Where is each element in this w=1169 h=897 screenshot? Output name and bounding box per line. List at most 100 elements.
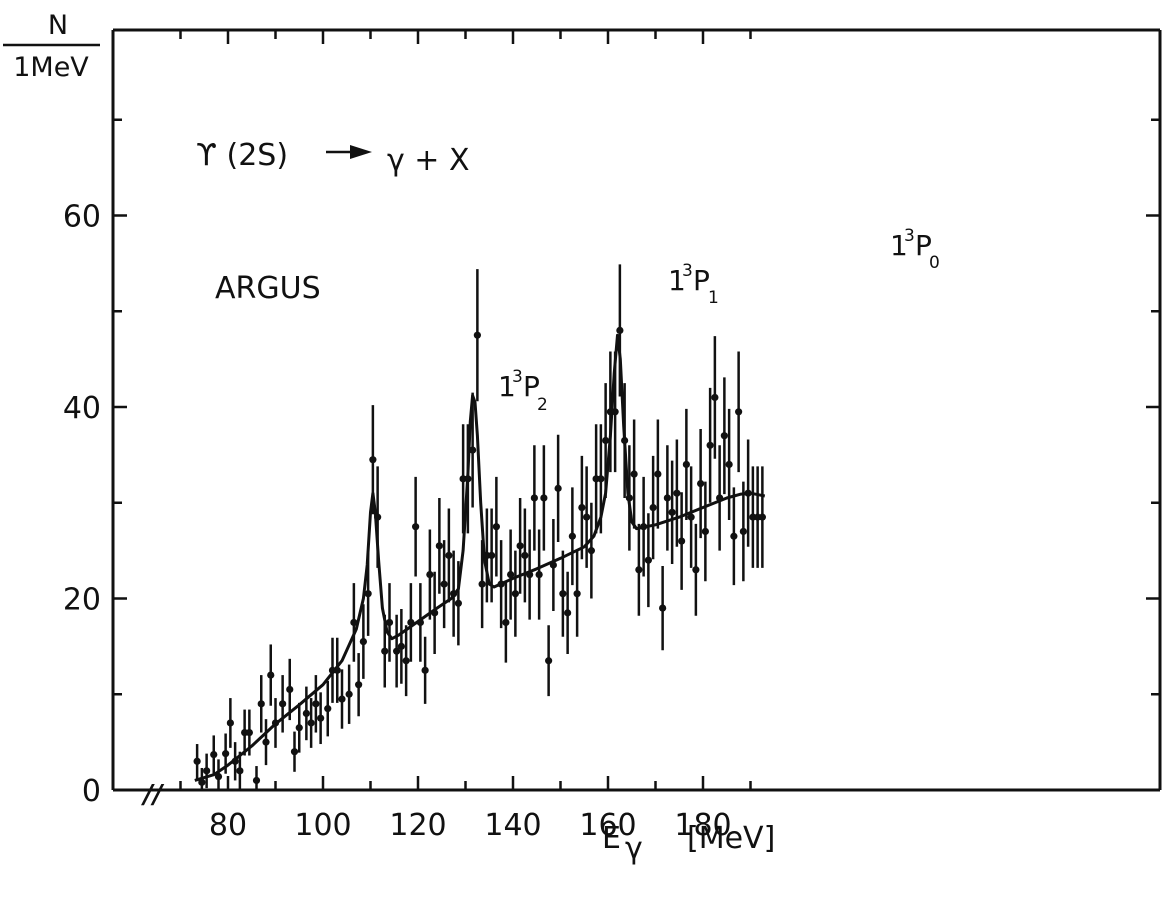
data-point-77 — [583, 513, 591, 521]
data-point-13 — [262, 738, 270, 746]
data-point-11 — [252, 776, 261, 785]
data-point-31 — [359, 637, 367, 646]
y-tick-label-0: 0 — [82, 774, 101, 809]
data-point-24 — [324, 705, 332, 713]
data-point-27 — [338, 695, 346, 703]
x-label-unit: [MeV] — [687, 821, 775, 856]
x-tick-label-100: 100 — [294, 808, 351, 843]
x-tick-label-180: 180 — [674, 808, 731, 843]
data-point-40 — [407, 618, 415, 627]
data-point-91 — [649, 503, 657, 512]
data-point-15 — [271, 719, 280, 727]
data-point-39 — [402, 657, 410, 665]
data-point-83 — [611, 408, 619, 416]
data-point-104 — [711, 393, 719, 402]
x-tick-label-160: 160 — [579, 808, 636, 843]
data-point-68 — [540, 494, 548, 502]
y-label-denominator: 1MeV — [13, 52, 89, 83]
data-point-99 — [687, 513, 695, 521]
data-point-57 — [488, 551, 496, 560]
data-point-22 — [312, 700, 320, 708]
data-point-4 — [214, 772, 223, 781]
peak-label-3p2: 1 3 P 2 — [498, 367, 548, 415]
peak-label-3p1: 1 3 P 1 — [668, 261, 719, 308]
x-tick-label-140: 140 — [484, 808, 541, 843]
data-point-109 — [735, 408, 743, 416]
data-point-47 — [440, 580, 448, 588]
peak-3p2-prefix: 1 — [498, 370, 516, 403]
data-point-2 — [203, 767, 211, 775]
data-point-88 — [635, 566, 643, 574]
data-points — [193, 264, 766, 790]
data-point-36 — [385, 618, 394, 627]
data-point-33 — [369, 456, 377, 464]
data-point-62 — [511, 590, 519, 598]
data-point-66 — [530, 494, 538, 502]
data-point-42 — [416, 618, 424, 627]
data-point-64 — [521, 551, 529, 560]
data-point-46 — [435, 542, 443, 550]
data-point-90 — [644, 556, 652, 564]
data-point-30 — [355, 681, 363, 689]
data-point-75 — [573, 590, 581, 598]
data-point-94 — [663, 494, 671, 502]
data-point-105 — [716, 494, 724, 502]
data-point-67 — [535, 570, 543, 579]
data-point-81 — [602, 436, 610, 445]
data-point-38 — [397, 642, 405, 650]
data-point-37 — [393, 647, 401, 655]
data-point-100 — [692, 566, 700, 574]
data-point-72 — [559, 590, 567, 598]
data-point-93 — [659, 604, 667, 612]
data-point-78 — [587, 547, 595, 555]
data-point-74 — [568, 532, 576, 540]
data-point-3 — [210, 750, 218, 759]
x-tick-label-80: 80 — [209, 808, 247, 843]
data-point-7 — [231, 757, 239, 765]
data-point-43 — [421, 666, 429, 674]
data-point-107 — [725, 460, 733, 469]
data-point-19 — [295, 724, 303, 732]
data-point-54 — [473, 331, 481, 339]
peak-label-3p0: 1 3 P 0 — [890, 226, 940, 273]
data-point-14 — [267, 671, 275, 679]
x-tick-label-120: 120 — [389, 808, 446, 843]
data-point-111 — [744, 489, 752, 497]
peak-3p0-letter: P — [915, 229, 932, 262]
data-point-18 — [290, 748, 299, 756]
data-point-70 — [549, 561, 557, 569]
data-point-29 — [350, 618, 358, 627]
peak-3p0-subscript: 0 — [929, 253, 940, 273]
data-point-0 — [193, 757, 201, 765]
data-point-85 — [621, 436, 629, 445]
data-point-102 — [701, 527, 709, 536]
data-point-52 — [464, 475, 472, 483]
data-point-69 — [545, 657, 553, 665]
data-point-16 — [279, 700, 287, 708]
data-point-48 — [445, 551, 453, 560]
data-point-8 — [236, 767, 244, 775]
data-point-106 — [720, 432, 728, 440]
peak-3p1-subscript: 1 — [708, 288, 719, 308]
fit-curve-group — [194, 333, 766, 782]
plot-frame — [111, 28, 1162, 792]
data-point-28 — [345, 690, 353, 698]
data-point-1 — [198, 778, 206, 786]
y-label-numerator: N — [48, 10, 68, 41]
data-point-65 — [526, 570, 534, 579]
axis-break-mark: // — [141, 780, 165, 810]
data-point-103 — [706, 441, 714, 449]
data-point-10 — [245, 728, 253, 737]
data-point-61 — [507, 570, 515, 579]
experiment-label: ARGUS — [215, 271, 321, 306]
data-point-60 — [502, 618, 510, 627]
data-point-98 — [682, 460, 690, 469]
data-point-32 — [364, 590, 372, 598]
peak-3p2-subscript: 2 — [537, 395, 548, 415]
data-point-84 — [616, 326, 624, 334]
peak-3p2-letter: P — [523, 370, 540, 403]
data-point-20 — [302, 709, 310, 718]
axis-break-label: // — [141, 780, 165, 810]
reaction-annotation: ϒ (2S) γ + X — [196, 138, 470, 178]
